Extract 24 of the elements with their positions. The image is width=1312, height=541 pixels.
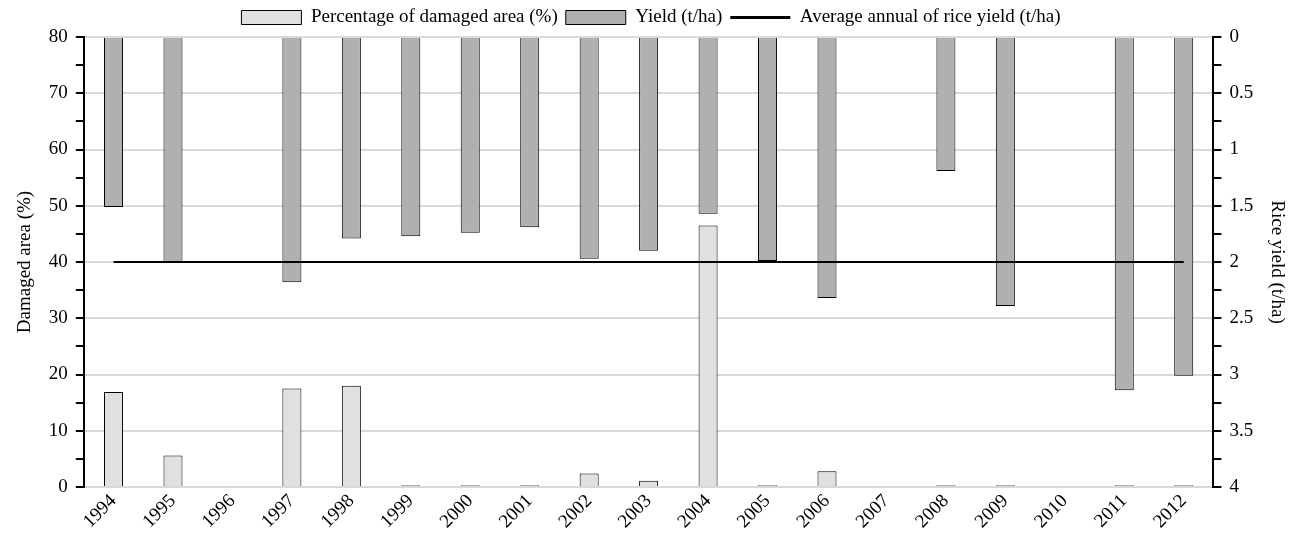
y-tick-label: 50: [48, 193, 68, 215]
y-tick-label: 70: [48, 81, 68, 103]
y-tick-label: 10: [48, 418, 68, 440]
y-tick-label: 60: [48, 137, 68, 159]
y2-tick-label: 3: [1229, 362, 1239, 384]
y2-tick-label: 1.5: [1229, 193, 1254, 215]
x-tick-label: 1999: [375, 489, 418, 532]
y-tick-label: 0: [58, 474, 68, 496]
y2-tick-label: 0: [1229, 24, 1239, 46]
y-tick-label: 30: [48, 306, 68, 328]
y-tick-label: 40: [48, 249, 68, 271]
legend-label: Yield (t/ha): [635, 5, 723, 28]
legend-label: Percentage of damaged area (%): [310, 5, 558, 28]
y2-tick-label: 4: [1229, 474, 1240, 496]
y2-tick-label: 1: [1229, 137, 1239, 159]
y-tick-label: 80: [48, 24, 68, 46]
y2-axis-title: Rice yield (t/ha): [1266, 200, 1289, 324]
legend-label: Average annual of rice yield (t/ha): [799, 5, 1061, 28]
y2-tick-label: 0.5: [1229, 81, 1254, 103]
y-axis-title: Damaged area (%): [13, 190, 36, 334]
y2-tick-label: 3.5: [1229, 418, 1254, 440]
y2-tick-label: 2: [1229, 249, 1239, 271]
y-tick-label: 20: [48, 362, 68, 384]
y2-tick-label: 2.5: [1229, 306, 1254, 328]
